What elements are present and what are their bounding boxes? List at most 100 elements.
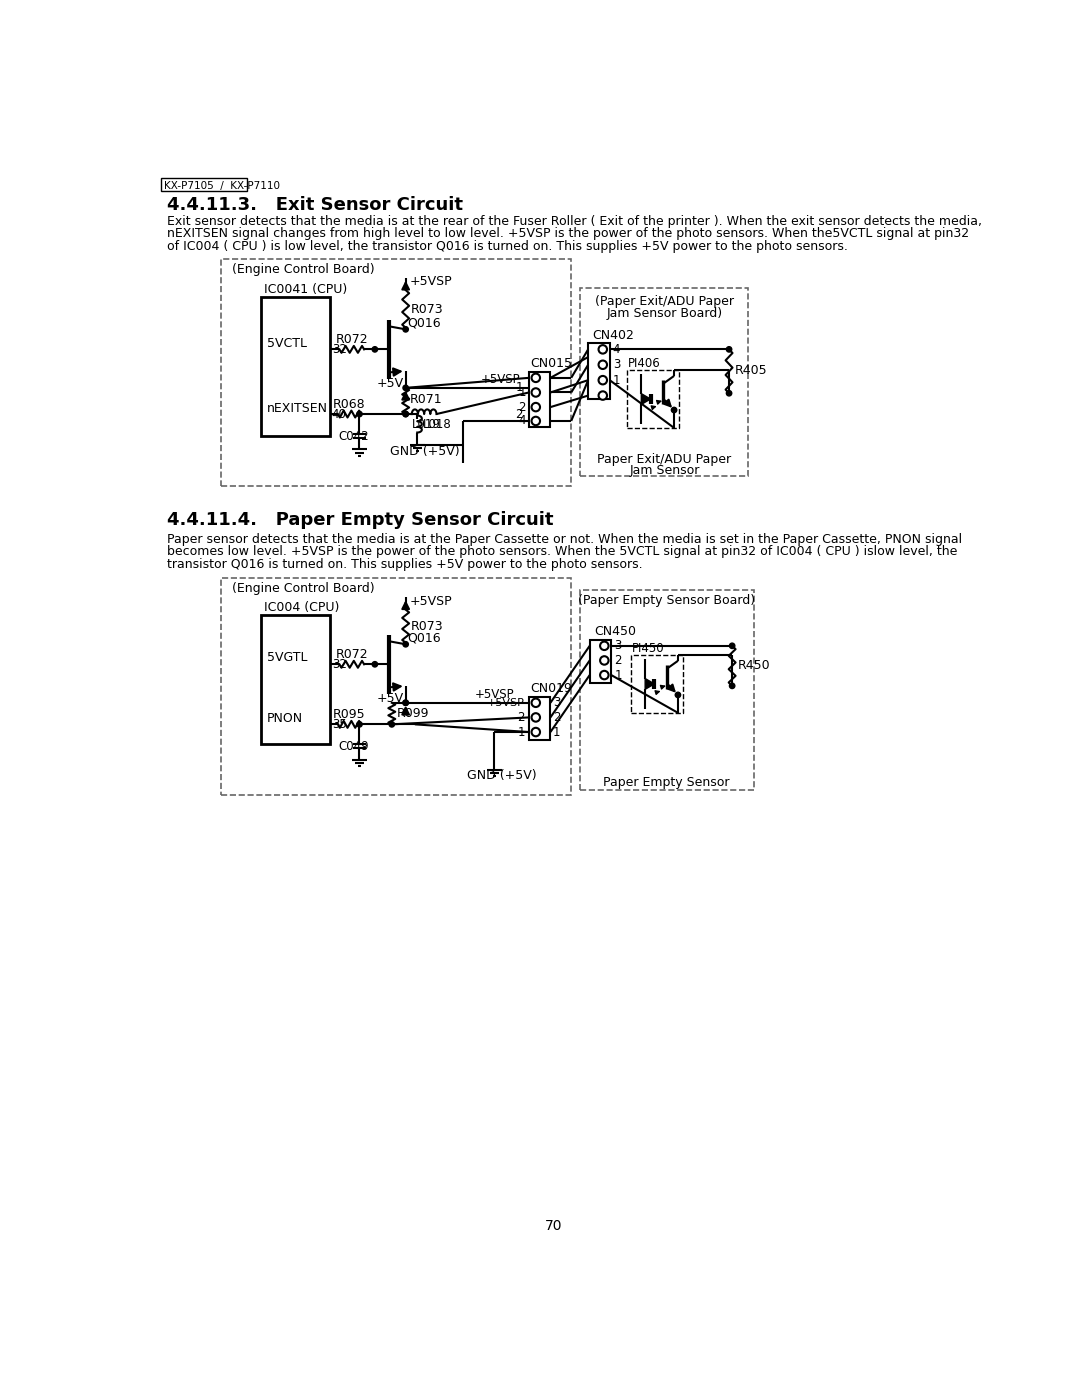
Text: +5V: +5V [377, 377, 404, 390]
Circle shape [598, 360, 607, 369]
Bar [529, 372, 551, 427]
Text: 4: 4 [518, 415, 526, 427]
Bar [631, 655, 683, 712]
Text: 3: 3 [553, 696, 561, 710]
Text: (Paper Exit/ADU Paper: (Paper Exit/ADU Paper [595, 295, 734, 309]
Bar [220, 258, 571, 486]
Text: L019: L019 [411, 418, 441, 430]
Text: 1: 1 [612, 373, 620, 387]
Text: R095: R095 [333, 708, 366, 721]
Text: 40: 40 [332, 408, 347, 420]
Circle shape [403, 386, 408, 391]
Circle shape [356, 411, 362, 416]
Text: CN402: CN402 [592, 330, 634, 342]
Circle shape [598, 376, 607, 384]
Circle shape [389, 722, 394, 726]
Circle shape [675, 692, 680, 697]
Text: Jam Sensor Board): Jam Sensor Board) [606, 307, 723, 320]
Circle shape [727, 391, 732, 395]
Text: 32: 32 [332, 342, 347, 356]
Text: IC0041 (CPU): IC0041 (CPU) [264, 282, 348, 296]
Text: R072: R072 [336, 332, 368, 346]
Circle shape [598, 391, 607, 400]
Circle shape [403, 700, 408, 705]
Text: +5VSP: +5VSP [475, 687, 514, 701]
Text: Paper Empty Sensor: Paper Empty Sensor [604, 775, 730, 788]
Text: 1: 1 [517, 725, 525, 739]
Text: 2: 2 [615, 654, 622, 666]
Text: 70: 70 [544, 1220, 563, 1234]
Text: Q016: Q016 [407, 317, 441, 330]
Circle shape [600, 641, 608, 650]
Circle shape [531, 714, 540, 722]
Text: 5VCTL: 5VCTL [267, 337, 307, 349]
Text: R099: R099 [396, 707, 429, 719]
Text: (Paper Empty Sensor Board): (Paper Empty Sensor Board) [578, 594, 755, 606]
Circle shape [672, 408, 677, 412]
Bar [580, 288, 748, 476]
Circle shape [531, 416, 540, 425]
Text: 4.4.11.3.   Exit Sensor Circuit: 4.4.11.3. Exit Sensor Circuit [167, 196, 463, 214]
Text: 32: 32 [332, 658, 347, 671]
Circle shape [403, 641, 408, 647]
Text: Exit sensor detects that the media is at the rear of the Fuser Roller ( Exit of : Exit sensor detects that the media is at… [167, 215, 982, 228]
Text: 1: 1 [553, 725, 561, 739]
Text: Paper Exit/ADU Paper: Paper Exit/ADU Paper [597, 453, 731, 467]
Text: R073: R073 [411, 303, 444, 316]
Text: 3: 3 [612, 358, 620, 372]
Bar [161, 179, 247, 191]
Circle shape [600, 671, 608, 679]
Circle shape [403, 411, 408, 416]
Circle shape [729, 643, 734, 648]
Text: CN450: CN450 [594, 626, 636, 638]
Text: PNON: PNON [267, 712, 303, 725]
Bar [580, 590, 754, 789]
Text: +5VSP: +5VSP [409, 595, 453, 608]
Polygon shape [642, 394, 650, 404]
Circle shape [403, 327, 408, 332]
Text: R071: R071 [409, 393, 442, 407]
Circle shape [531, 698, 540, 707]
Text: becomes low level. +5VSP is the power of the photo sensors. When the 5VCTL signa: becomes low level. +5VSP is the power of… [167, 545, 957, 559]
Text: R072: R072 [336, 648, 368, 661]
Bar [590, 640, 611, 683]
Text: Paper sensor detects that the media is at the Paper Cassette or not. When the me: Paper sensor detects that the media is a… [167, 534, 962, 546]
Text: IC004 (CPU): IC004 (CPU) [264, 601, 339, 613]
Text: nEXITSEN: nEXITSEN [267, 402, 328, 415]
Circle shape [531, 373, 540, 383]
Circle shape [403, 700, 408, 705]
Text: transistor Q016 is turned on. This supplies +5V power to the photo sensors.: transistor Q016 is turned on. This suppl… [167, 557, 643, 571]
Text: 1: 1 [518, 386, 526, 400]
Text: 4.4.11.4.   Paper Empty Sensor Circuit: 4.4.11.4. Paper Empty Sensor Circuit [167, 511, 553, 529]
Circle shape [531, 728, 540, 736]
Circle shape [600, 657, 608, 665]
Circle shape [531, 388, 540, 397]
Text: 1: 1 [615, 669, 622, 682]
Text: R073: R073 [411, 620, 444, 633]
Bar [589, 344, 610, 398]
Circle shape [729, 683, 734, 689]
Text: 2: 2 [515, 408, 523, 420]
Circle shape [356, 722, 362, 726]
Text: PI450: PI450 [632, 643, 664, 655]
Text: PI406: PI406 [629, 358, 661, 370]
Text: GND (+5V): GND (+5V) [468, 770, 537, 782]
Text: +5VSP: +5VSP [481, 373, 521, 386]
Text: R405: R405 [734, 365, 767, 377]
Circle shape [727, 346, 732, 352]
Text: KX-P7105  /  KX-P7110: KX-P7105 / KX-P7110 [164, 182, 280, 191]
Circle shape [531, 402, 540, 411]
Text: 4: 4 [612, 342, 620, 356]
Text: +5VSP: +5VSP [409, 275, 453, 288]
Text: (Engine Control Board): (Engine Control Board) [231, 263, 375, 275]
Text: C042: C042 [338, 430, 368, 443]
Text: Q016: Q016 [407, 631, 441, 644]
Text: R068: R068 [333, 398, 366, 411]
Bar [261, 298, 330, 436]
Text: C049: C049 [338, 740, 368, 753]
Polygon shape [645, 679, 654, 689]
Text: 2: 2 [553, 711, 561, 724]
Text: 35: 35 [332, 718, 347, 731]
Text: of IC004 ( CPU ) is low level, the transistor Q016 is turned on. This supplies +: of IC004 ( CPU ) is low level, the trans… [167, 240, 848, 253]
Text: nEXITSEN signal changes from high level to low level. +5VSP is the power of the : nEXITSEN signal changes from high level … [167, 228, 969, 240]
